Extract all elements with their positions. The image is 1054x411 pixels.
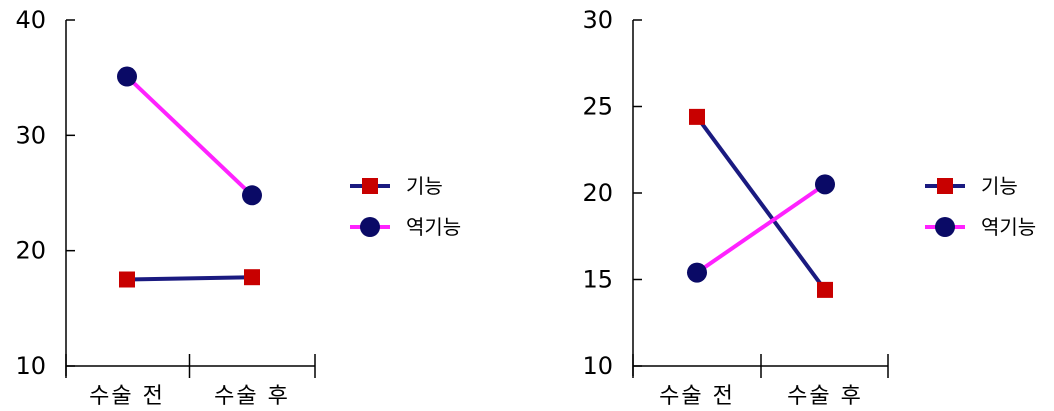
y-tick-label: 25 bbox=[582, 93, 613, 121]
y-tick-label: 10 bbox=[15, 352, 46, 380]
legend-marker-square bbox=[937, 178, 953, 194]
y-tick-label: 20 bbox=[15, 237, 46, 265]
x-category-label: 수술 후 bbox=[214, 384, 290, 409]
data-point-circle bbox=[815, 174, 835, 195]
y-tick-label: 40 bbox=[15, 6, 46, 34]
data-point-square bbox=[119, 271, 135, 288]
data-point-circle bbox=[242, 185, 262, 206]
series-line-2 bbox=[125, 75, 254, 197]
series-line-1 bbox=[126, 275, 253, 282]
data-point-square bbox=[244, 269, 260, 286]
y-tick-label: 30 bbox=[15, 121, 46, 149]
y-tick-label: 15 bbox=[582, 266, 613, 294]
data-point-circle bbox=[687, 262, 707, 283]
series-line-2 bbox=[695, 182, 827, 275]
data-point-circle bbox=[117, 66, 137, 87]
x-category-label: 수술 후 bbox=[787, 384, 863, 409]
legend-marker-circle bbox=[360, 217, 380, 237]
legend-label: 기능 bbox=[406, 174, 443, 198]
series-line-1 bbox=[695, 115, 827, 292]
data-point-square bbox=[689, 108, 705, 125]
y-tick-label: 10 bbox=[582, 352, 613, 380]
y-tick-label: 20 bbox=[582, 179, 613, 207]
legend-label: 역기능 bbox=[406, 215, 461, 239]
legend-marker-square bbox=[362, 178, 378, 194]
data-point-square bbox=[817, 281, 833, 298]
legend-label: 역기능 bbox=[981, 215, 1036, 239]
legend-label: 기능 bbox=[981, 174, 1018, 198]
x-category-label: 수술 전 bbox=[659, 384, 735, 409]
legend-marker-circle bbox=[935, 217, 955, 237]
x-category-label: 수술 전 bbox=[89, 384, 165, 409]
y-tick-label: 30 bbox=[582, 6, 613, 34]
